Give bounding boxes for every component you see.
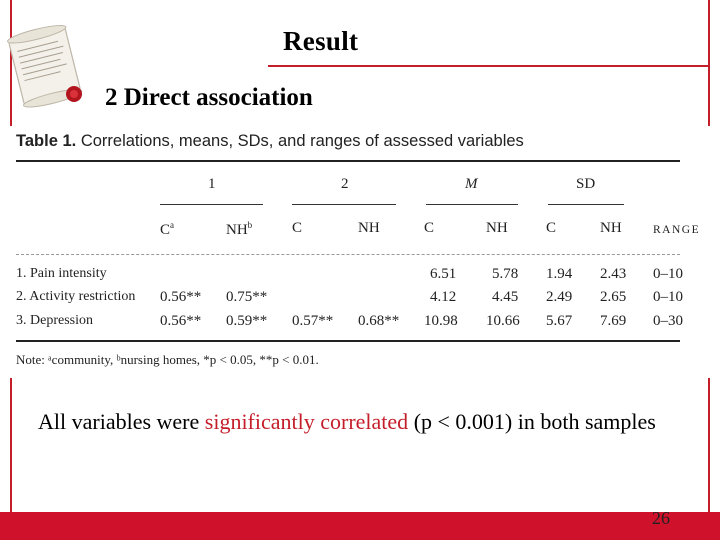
col-header-c: C [546,220,557,236]
cell-r2-c: 0.57** [292,313,334,329]
table-note: Note: ᵃcommunity, ᵇnursing homes, *p < 0… [16,352,319,367]
row-label: 3. Depression [16,313,93,328]
title-underline-rule [268,65,710,67]
group-header-1: 1 [208,176,216,192]
slide-subtitle: 2 Direct association [105,84,313,111]
cell-sd-c: 1.94 [546,266,573,282]
col-header-nh: NHb [226,220,253,238]
table-bottom-rule [16,340,680,342]
cell-mean-c: 10.98 [424,313,458,329]
group-rule-mean [426,204,518,205]
highlighted-phrase: significantly correlated [204,409,409,434]
col-header-c: C [424,220,435,236]
col-header-nh: NH [486,220,508,236]
table-top-rule [16,160,680,162]
cell-sd-nh: 7.69 [600,313,627,329]
cell-r1-nh: 0.59** [226,313,268,329]
slide-title: Result [283,26,359,56]
group-rule-1 [160,204,263,205]
page-number: 26 [652,508,670,528]
col-header-nh: NH [600,220,622,236]
group-header-mean: M [465,176,478,192]
cell-mean-nh: 5.78 [492,266,519,282]
group-rule-sd [548,204,624,205]
col-header-range: RANGE [653,224,701,236]
group-header-2: 2 [341,176,349,192]
cell-r2-nh: 0.68** [358,313,400,329]
scroll-with-seal-icon [7,25,83,108]
row-label: 1. Pain intensity [16,266,107,281]
table-caption-number: Table 1. [16,132,77,150]
cell-sd-nh: 2.65 [600,289,627,305]
body-text: All variables were significantly correla… [38,409,656,434]
cell-range: 0–30 [653,313,683,329]
header-divider [16,254,680,255]
correlation-table: Table 1. Correlations, means, SDs, and r… [10,126,710,378]
cell-sd-c: 5.67 [546,313,573,329]
cell-range: 0–10 [653,289,683,305]
group-header-sd: SD [576,176,596,192]
cell-mean-nh: 10.66 [486,313,520,329]
col-header-c: Ca [160,220,175,238]
col-header-nh: NH [358,220,380,236]
table-caption: Table 1. Correlations, means, SDs, and r… [16,132,524,151]
col-header-c: C [292,220,303,236]
cell-range: 0–10 [653,266,683,282]
cell-r1-nh: 0.75** [226,289,268,305]
row-label: 2. Activity restriction [16,289,136,304]
cell-r1-c: 0.56** [160,313,202,329]
cell-mean-c: 4.12 [430,289,457,305]
cell-mean-c: 6.51 [430,266,457,282]
cell-r1-c: 0.56** [160,289,202,305]
cell-sd-nh: 2.43 [600,266,627,282]
group-rule-2 [292,204,396,205]
cell-mean-nh: 4.45 [492,289,519,305]
footer-bar [0,512,720,540]
table-caption-text: Correlations, means, SDs, and ranges of … [80,132,524,150]
cell-sd-c: 2.49 [546,289,573,305]
